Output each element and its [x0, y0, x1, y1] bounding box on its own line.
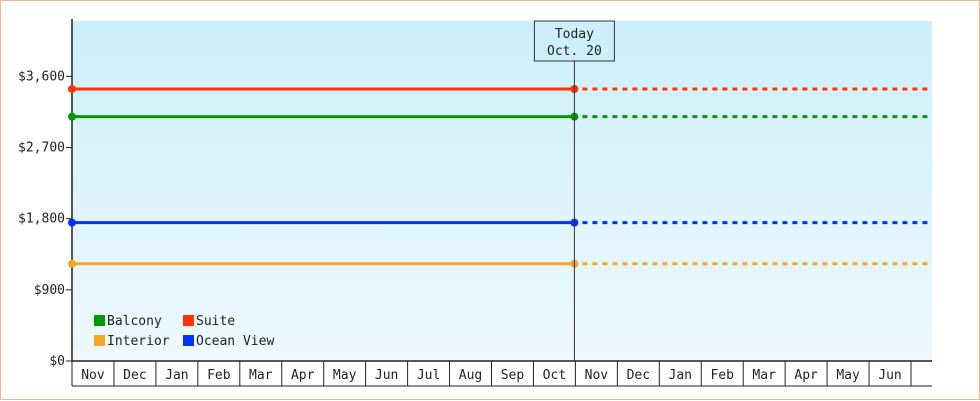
- legend-swatch: [94, 335, 105, 346]
- legend-swatch: [94, 315, 105, 326]
- legend-label: Suite: [196, 314, 235, 329]
- month-label: Jan: [165, 368, 188, 383]
- legend-label: Interior: [107, 334, 170, 349]
- month-label: May: [333, 368, 357, 383]
- series-point-start: [68, 259, 76, 268]
- legend-item-interior: Interior: [94, 334, 170, 349]
- today-label: Today: [555, 27, 594, 42]
- series-point-start: [68, 218, 76, 227]
- y-tick-label: $900: [34, 283, 65, 298]
- month-label: Apr: [794, 368, 818, 383]
- month-label: Jun: [878, 368, 901, 383]
- legend-swatch: [183, 335, 194, 346]
- month-label: Aug: [459, 368, 482, 383]
- today-date: Oct. 20: [547, 44, 602, 59]
- legend-label: Balcony: [107, 314, 162, 329]
- month-label: Nov: [81, 368, 105, 383]
- series-balcony: [68, 112, 932, 121]
- month-label: Dec: [627, 368, 650, 383]
- x-axis: Nov Dec Jan Feb Mar Apr May Jun Jul Aug Sep Oct Nov D…: [71, 360, 932, 387]
- month-label: Mar: [249, 368, 273, 383]
- series-ocean-view: [68, 218, 932, 227]
- month-label: May: [836, 368, 860, 383]
- series-point-start: [68, 85, 76, 93]
- month-label: Apr: [291, 368, 315, 383]
- legend-item-suite: Suite: [183, 314, 235, 329]
- month-label: Feb: [710, 368, 734, 383]
- y-tick-label: $2,700: [18, 141, 65, 156]
- legend: Balcony Suite Interior Ocean View: [94, 314, 274, 349]
- month-label: Oct: [543, 368, 566, 383]
- series-layer: [68, 85, 932, 268]
- month-label: Mar: [752, 368, 776, 383]
- month-label: Jan: [669, 368, 692, 383]
- month-label: Jun: [375, 368, 398, 383]
- y-tick-label: $3,600: [18, 69, 65, 84]
- today-box: [533, 20, 615, 62]
- series-point-start: [68, 112, 76, 121]
- plot-area: [72, 21, 932, 361]
- month-label: Nov: [585, 368, 609, 383]
- month-label: Feb: [207, 368, 231, 383]
- month-label: Jul: [417, 368, 440, 383]
- legend-swatch: [183, 315, 194, 326]
- y-tick-label: $1,800: [18, 212, 65, 227]
- month-label: Dec: [123, 368, 146, 383]
- month-label: Sep: [501, 368, 525, 383]
- y-tick-label: $0: [49, 354, 65, 369]
- legend-item-ocean-view: Ocean View: [183, 334, 274, 349]
- legend-label: Ocean View: [196, 334, 274, 349]
- y-axis: $0 $900 $1,800 $2,700 $3,600: [18, 19, 73, 369]
- today-marker: Today Oct. 20: [533, 20, 615, 361]
- legend-item-balcony: Balcony: [94, 314, 162, 329]
